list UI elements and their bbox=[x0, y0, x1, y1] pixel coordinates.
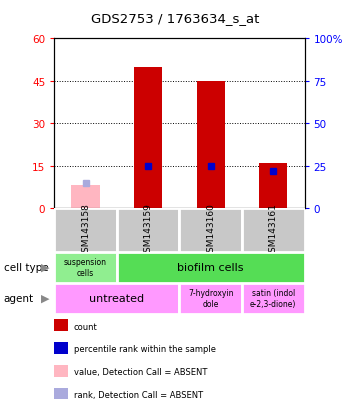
Text: GSM143158: GSM143158 bbox=[81, 203, 90, 258]
Bar bbox=[179, 283, 242, 314]
Bar bbox=[54, 209, 117, 252]
Bar bbox=[54, 283, 179, 314]
Text: biofilm cells: biofilm cells bbox=[177, 262, 244, 273]
Bar bbox=[71, 186, 100, 209]
Bar bbox=[117, 252, 304, 283]
Bar bbox=[134, 67, 162, 209]
Text: count: count bbox=[74, 322, 97, 331]
Bar bbox=[179, 209, 242, 252]
Text: agent: agent bbox=[4, 293, 34, 304]
Text: GSM143161: GSM143161 bbox=[269, 203, 278, 258]
Text: GSM143159: GSM143159 bbox=[144, 203, 153, 258]
Text: percentile rank within the sample: percentile rank within the sample bbox=[74, 344, 216, 354]
Text: ▶: ▶ bbox=[41, 262, 49, 273]
Bar bbox=[54, 252, 117, 283]
Text: value, Detection Call = ABSENT: value, Detection Call = ABSENT bbox=[74, 367, 207, 376]
Text: GSM143160: GSM143160 bbox=[206, 203, 215, 258]
Text: suspension
cells: suspension cells bbox=[64, 258, 107, 277]
Bar bbox=[117, 209, 179, 252]
Text: untreated: untreated bbox=[89, 293, 144, 304]
Text: GDS2753 / 1763634_s_at: GDS2753 / 1763634_s_at bbox=[91, 12, 259, 25]
Bar bbox=[242, 209, 304, 252]
Text: 7-hydroxyin
dole: 7-hydroxyin dole bbox=[188, 289, 233, 308]
Bar bbox=[259, 164, 287, 209]
Text: ▶: ▶ bbox=[41, 293, 49, 304]
Text: cell type: cell type bbox=[4, 262, 48, 273]
Text: satin (indol
e-2,3-dione): satin (indol e-2,3-dione) bbox=[250, 289, 296, 308]
Bar bbox=[197, 82, 225, 209]
Text: rank, Detection Call = ABSENT: rank, Detection Call = ABSENT bbox=[74, 390, 203, 399]
Bar bbox=[242, 283, 304, 314]
